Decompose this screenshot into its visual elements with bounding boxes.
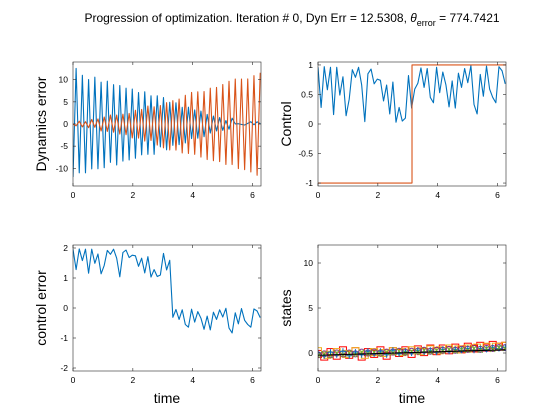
dyn-xtick-label: 6	[250, 190, 255, 200]
control-ytick-label: 0.5	[301, 89, 313, 99]
control-series-group	[318, 64, 506, 184]
states-series-6-line	[318, 349, 506, 356]
control-ytick-label: -0.5	[298, 149, 313, 159]
dyn-ytick-label: 10	[59, 75, 69, 85]
states-series-5-point	[489, 346, 496, 353]
states-series-4-point	[483, 346, 490, 353]
title-theta: θ	[410, 11, 417, 25]
states-series-5-point	[496, 344, 502, 351]
dyn-ylabel: Dynamics error	[33, 76, 49, 171]
states-xlabel: time	[399, 390, 426, 406]
cerr-ytick-label: -1	[60, 333, 68, 343]
states-ytick-label: 10	[304, 258, 314, 268]
states-series-5-point	[464, 347, 471, 354]
states-xtick-label: 4	[435, 375, 440, 385]
cerr-plot-bg	[73, 245, 261, 371]
states-xtick-label: 2	[375, 375, 380, 385]
dyn-axes: 0 2 4 6 -10 -5 0 5 10 Dynamics error	[33, 61, 262, 200]
states-series-5-point	[327, 352, 334, 359]
cerr-xtick-label: 2	[130, 375, 135, 385]
cerr-series-group	[73, 248, 261, 334]
states-series-4-point	[327, 349, 334, 356]
dyn-ytick-label: 0	[63, 119, 68, 129]
cerr-ytick-label: -2	[60, 363, 68, 373]
dyn-series-group	[73, 67, 261, 178]
control-xtick-label: 2	[375, 190, 380, 200]
cerr-xtick-label: 0	[71, 375, 76, 385]
states-series-4-point	[502, 344, 506, 351]
states-series-2-point	[318, 347, 322, 356]
states-ytick-label: 5	[308, 303, 313, 313]
control-ytick-label: -1	[305, 178, 313, 188]
cerr-axes: 0 2 4 6 -2 -1 0 1 2 control error time	[33, 243, 262, 406]
states-xtick-label: 6	[495, 375, 500, 385]
states-series-group	[318, 340, 506, 361]
states-ytick-label: 0	[308, 348, 313, 358]
dyn-ytick-label: -5	[60, 141, 68, 151]
cerr-series-1-line	[73, 248, 261, 334]
cerr-xlabel: time	[154, 390, 181, 406]
control-xtick-label: 0	[316, 190, 321, 200]
figure-title: Progression of optimization. Iteration #…	[84, 11, 499, 28]
cerr-ytick-label: 0	[63, 303, 68, 313]
control-xtick-label: 4	[435, 190, 440, 200]
dyn-series-1-line	[73, 67, 261, 178]
dyn-xtick-label: 0	[71, 190, 76, 200]
states-ylabel: states	[278, 289, 294, 326]
control-xtick-label: 6	[495, 190, 500, 200]
control-ylabel: Control	[278, 101, 294, 146]
control-ytick-label: 1	[308, 60, 313, 70]
cerr-ylabel: control error	[33, 270, 49, 346]
states-axes: 0 2 4 6 0 5 10 states time	[278, 244, 507, 406]
title-value: = 774.7421	[436, 11, 500, 25]
cerr-xtick-label: 4	[190, 375, 195, 385]
states-series-5-point	[318, 352, 321, 359]
cerr-ytick-label: 1	[63, 273, 68, 283]
dyn-plot-bg	[73, 62, 261, 186]
control-axes: 0 2 4 6 -1 -0.5 0 0.5 1 Control	[278, 60, 507, 200]
dyn-xtick-label: 4	[190, 190, 195, 200]
title-subscript: error	[417, 18, 436, 28]
title-main: Progression of optimization. Iteration #…	[84, 11, 410, 25]
dyn-ytick-label: 5	[63, 97, 68, 107]
cerr-ytick-label: 2	[63, 243, 68, 253]
control-ytick-label: 0	[308, 119, 313, 129]
control-series-2-line	[318, 64, 506, 184]
cerr-xtick-label: 6	[250, 375, 255, 385]
states-series-4-point	[339, 348, 346, 355]
states-series-4-point	[458, 347, 465, 354]
states-xtick-label: 0	[316, 375, 321, 385]
dyn-ytick-label: -10	[56, 163, 69, 173]
states-series-5-point	[352, 351, 359, 358]
dyn-xtick-label: 2	[130, 190, 135, 200]
dyn-series-2-line	[73, 72, 261, 176]
